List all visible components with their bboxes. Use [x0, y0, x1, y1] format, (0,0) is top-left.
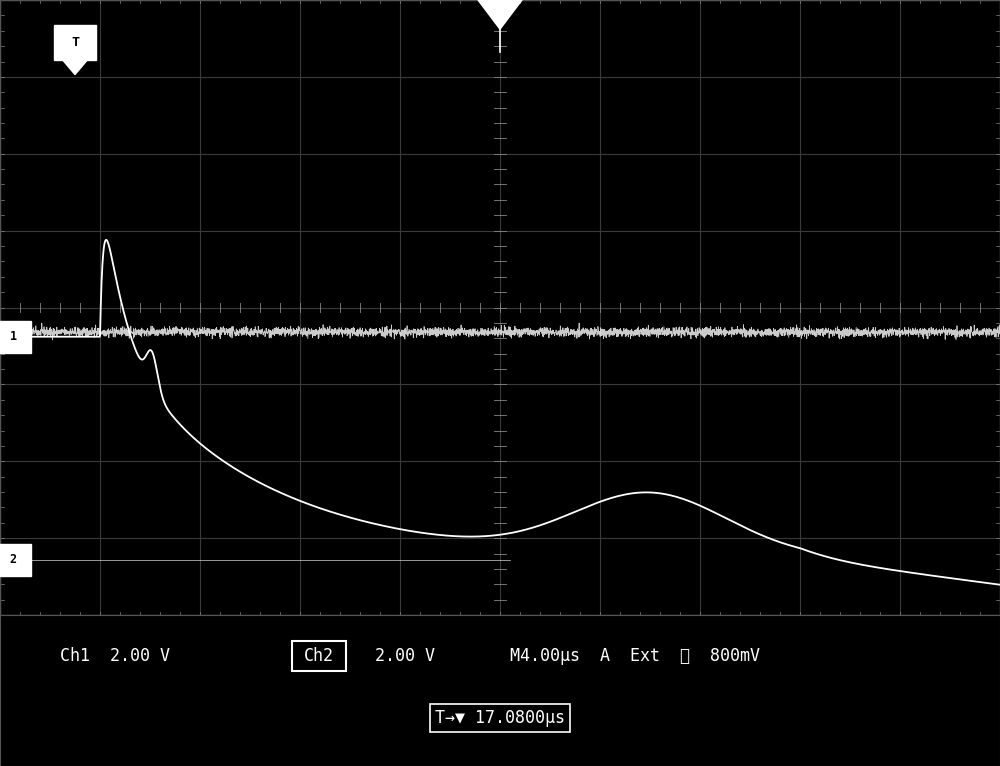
Text: 2: 2	[9, 553, 17, 566]
Text: Ch2: Ch2	[304, 647, 334, 665]
FancyBboxPatch shape	[0, 320, 31, 353]
Text: T: T	[71, 36, 79, 49]
FancyBboxPatch shape	[0, 544, 31, 576]
Text: Ch1  2.00 V: Ch1 2.00 V	[60, 647, 170, 665]
Polygon shape	[62, 59, 88, 74]
FancyBboxPatch shape	[292, 641, 346, 671]
Text: T→▼ 17.0800μs: T→▼ 17.0800μs	[435, 709, 565, 727]
Text: M4.00μs  A  Ext  ∯  800mV: M4.00μs A Ext ∯ 800mV	[510, 647, 760, 665]
Text: 2.00 V: 2.00 V	[375, 647, 435, 665]
FancyBboxPatch shape	[54, 25, 96, 60]
Polygon shape	[478, 0, 522, 29]
Text: 1: 1	[9, 330, 17, 343]
